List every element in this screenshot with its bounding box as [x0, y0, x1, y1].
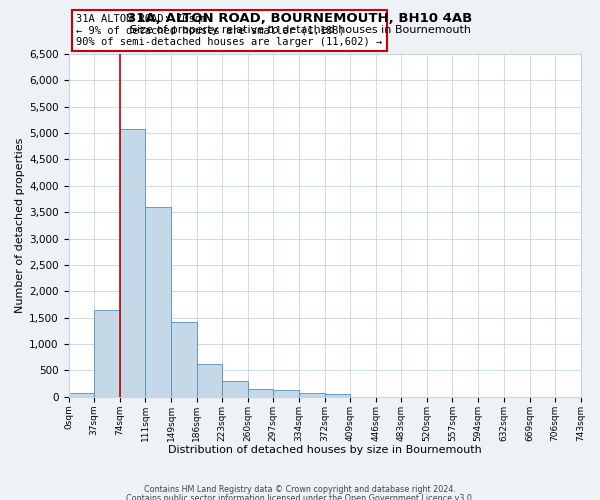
- Text: Contains HM Land Registry data © Crown copyright and database right 2024.: Contains HM Land Registry data © Crown c…: [144, 485, 456, 494]
- Text: Size of property relative to detached houses in Bournemouth: Size of property relative to detached ho…: [130, 25, 470, 35]
- Bar: [222, 381, 248, 397]
- Bar: [299, 394, 325, 397]
- Bar: [68, 393, 94, 397]
- Text: Contains public sector information licensed under the Open Government Licence v3: Contains public sector information licen…: [126, 494, 474, 500]
- Bar: [171, 322, 197, 397]
- Bar: [248, 389, 273, 397]
- Bar: [94, 310, 119, 397]
- X-axis label: Distribution of detached houses by size in Bournemouth: Distribution of detached houses by size …: [167, 445, 481, 455]
- Bar: [145, 207, 171, 397]
- Bar: [273, 390, 299, 397]
- Bar: [119, 129, 145, 397]
- Y-axis label: Number of detached properties: Number of detached properties: [15, 138, 25, 313]
- Bar: [197, 364, 222, 397]
- Text: 31A ALTON ROAD: 70sqm
← 9% of detached houses are smaller (1,188)
90% of semi-de: 31A ALTON ROAD: 70sqm ← 9% of detached h…: [76, 14, 382, 47]
- Text: 31A, ALTON ROAD, BOURNEMOUTH, BH10 4AB: 31A, ALTON ROAD, BOURNEMOUTH, BH10 4AB: [127, 12, 473, 26]
- Bar: [325, 394, 350, 397]
